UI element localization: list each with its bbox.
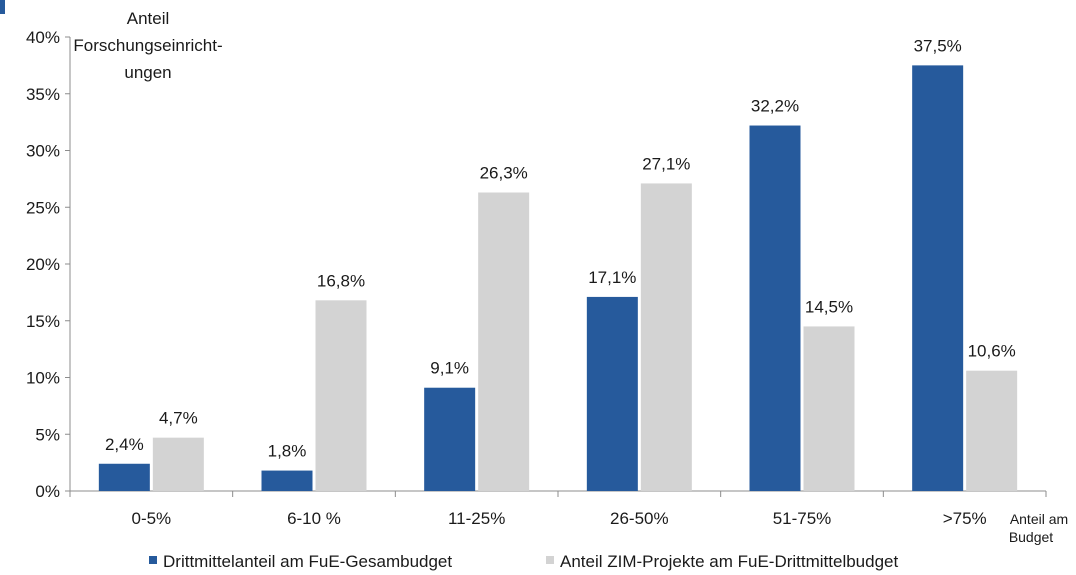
legend-label-drittmittelanteil: Drittmittelanteil am FuE-Gesambudget bbox=[163, 552, 452, 571]
bar bbox=[966, 370, 1018, 491]
data-label: 37,5% bbox=[914, 36, 962, 55]
y-tick-label: 40% bbox=[26, 28, 60, 47]
bar bbox=[424, 387, 476, 491]
data-label: 32,2% bbox=[751, 97, 799, 116]
bar bbox=[749, 125, 801, 491]
bar bbox=[912, 65, 964, 491]
legend-swatch-zim-projekte bbox=[546, 556, 554, 564]
x-tick-label: 0-5% bbox=[131, 509, 171, 528]
legend: Drittmittelanteil am FuE-Gesambudget Ant… bbox=[149, 552, 898, 571]
bar bbox=[152, 437, 204, 491]
y-tick-label: 30% bbox=[26, 142, 60, 161]
bar bbox=[478, 192, 530, 491]
y-tick-label: 20% bbox=[26, 255, 60, 274]
data-label: 26,3% bbox=[480, 163, 528, 182]
data-label: 1,8% bbox=[268, 442, 307, 461]
x-ticks: 0-5% 6-10 % 11-25% 26-50% 51-75% >75% bbox=[69, 491, 1047, 528]
y-tick-label: 10% bbox=[26, 369, 60, 388]
y-tick-label: 15% bbox=[26, 312, 60, 331]
x-tick-label: >75% bbox=[943, 509, 987, 528]
x-tick-label: 11-25% bbox=[448, 509, 505, 528]
bar bbox=[803, 326, 855, 491]
x-tick-label: 51-75% bbox=[773, 509, 832, 528]
data-labels: 2,4% 1,8% 9,1% 17,1% 32,2% 37,5% 4,7% 16,8% 26,3… bbox=[105, 36, 1016, 460]
bar bbox=[261, 470, 313, 491]
y-tick-label: 25% bbox=[26, 198, 60, 217]
data-label: 14,5% bbox=[805, 297, 853, 316]
data-label: 2,4% bbox=[105, 435, 144, 454]
y-tick-label: 5% bbox=[35, 425, 60, 444]
bar bbox=[98, 463, 150, 491]
x-axis-title-line-1: Anteil am bbox=[1010, 511, 1068, 527]
x-tick-label: 26-50% bbox=[610, 509, 669, 528]
x-tick-label: 6-10 % bbox=[287, 509, 341, 528]
legend-swatch-drittmittelanteil bbox=[149, 556, 157, 564]
data-label: 10,6% bbox=[968, 342, 1016, 361]
bar bbox=[586, 296, 638, 491]
bars bbox=[98, 65, 1018, 492]
y-axis-title-line-1: Anteil bbox=[127, 9, 170, 28]
legend-label-zim-projekte: Anteil ZIM-Projekte am FuE-Drittmittelbu… bbox=[560, 552, 898, 571]
data-label: 27,1% bbox=[642, 154, 690, 173]
data-label: 16,8% bbox=[317, 271, 365, 290]
bar bbox=[315, 300, 367, 491]
y-tick-label: 35% bbox=[26, 85, 60, 104]
bar bbox=[640, 183, 692, 492]
data-label: 17,1% bbox=[588, 268, 636, 287]
data-label: 9,1% bbox=[430, 359, 469, 378]
x-axis-title-line-2: Budget bbox=[1009, 529, 1053, 545]
corner-accent-mark bbox=[0, 0, 5, 14]
data-label: 4,7% bbox=[159, 409, 198, 428]
y-axis-title-line-2: Forschungseinricht- bbox=[73, 36, 222, 55]
y-ticks: 0% 5% 10% 15% 20% 25% 30% 35% 40% bbox=[26, 28, 70, 501]
y-axis-title-line-3: ungen bbox=[124, 63, 171, 82]
y-tick-label: 0% bbox=[35, 482, 60, 501]
